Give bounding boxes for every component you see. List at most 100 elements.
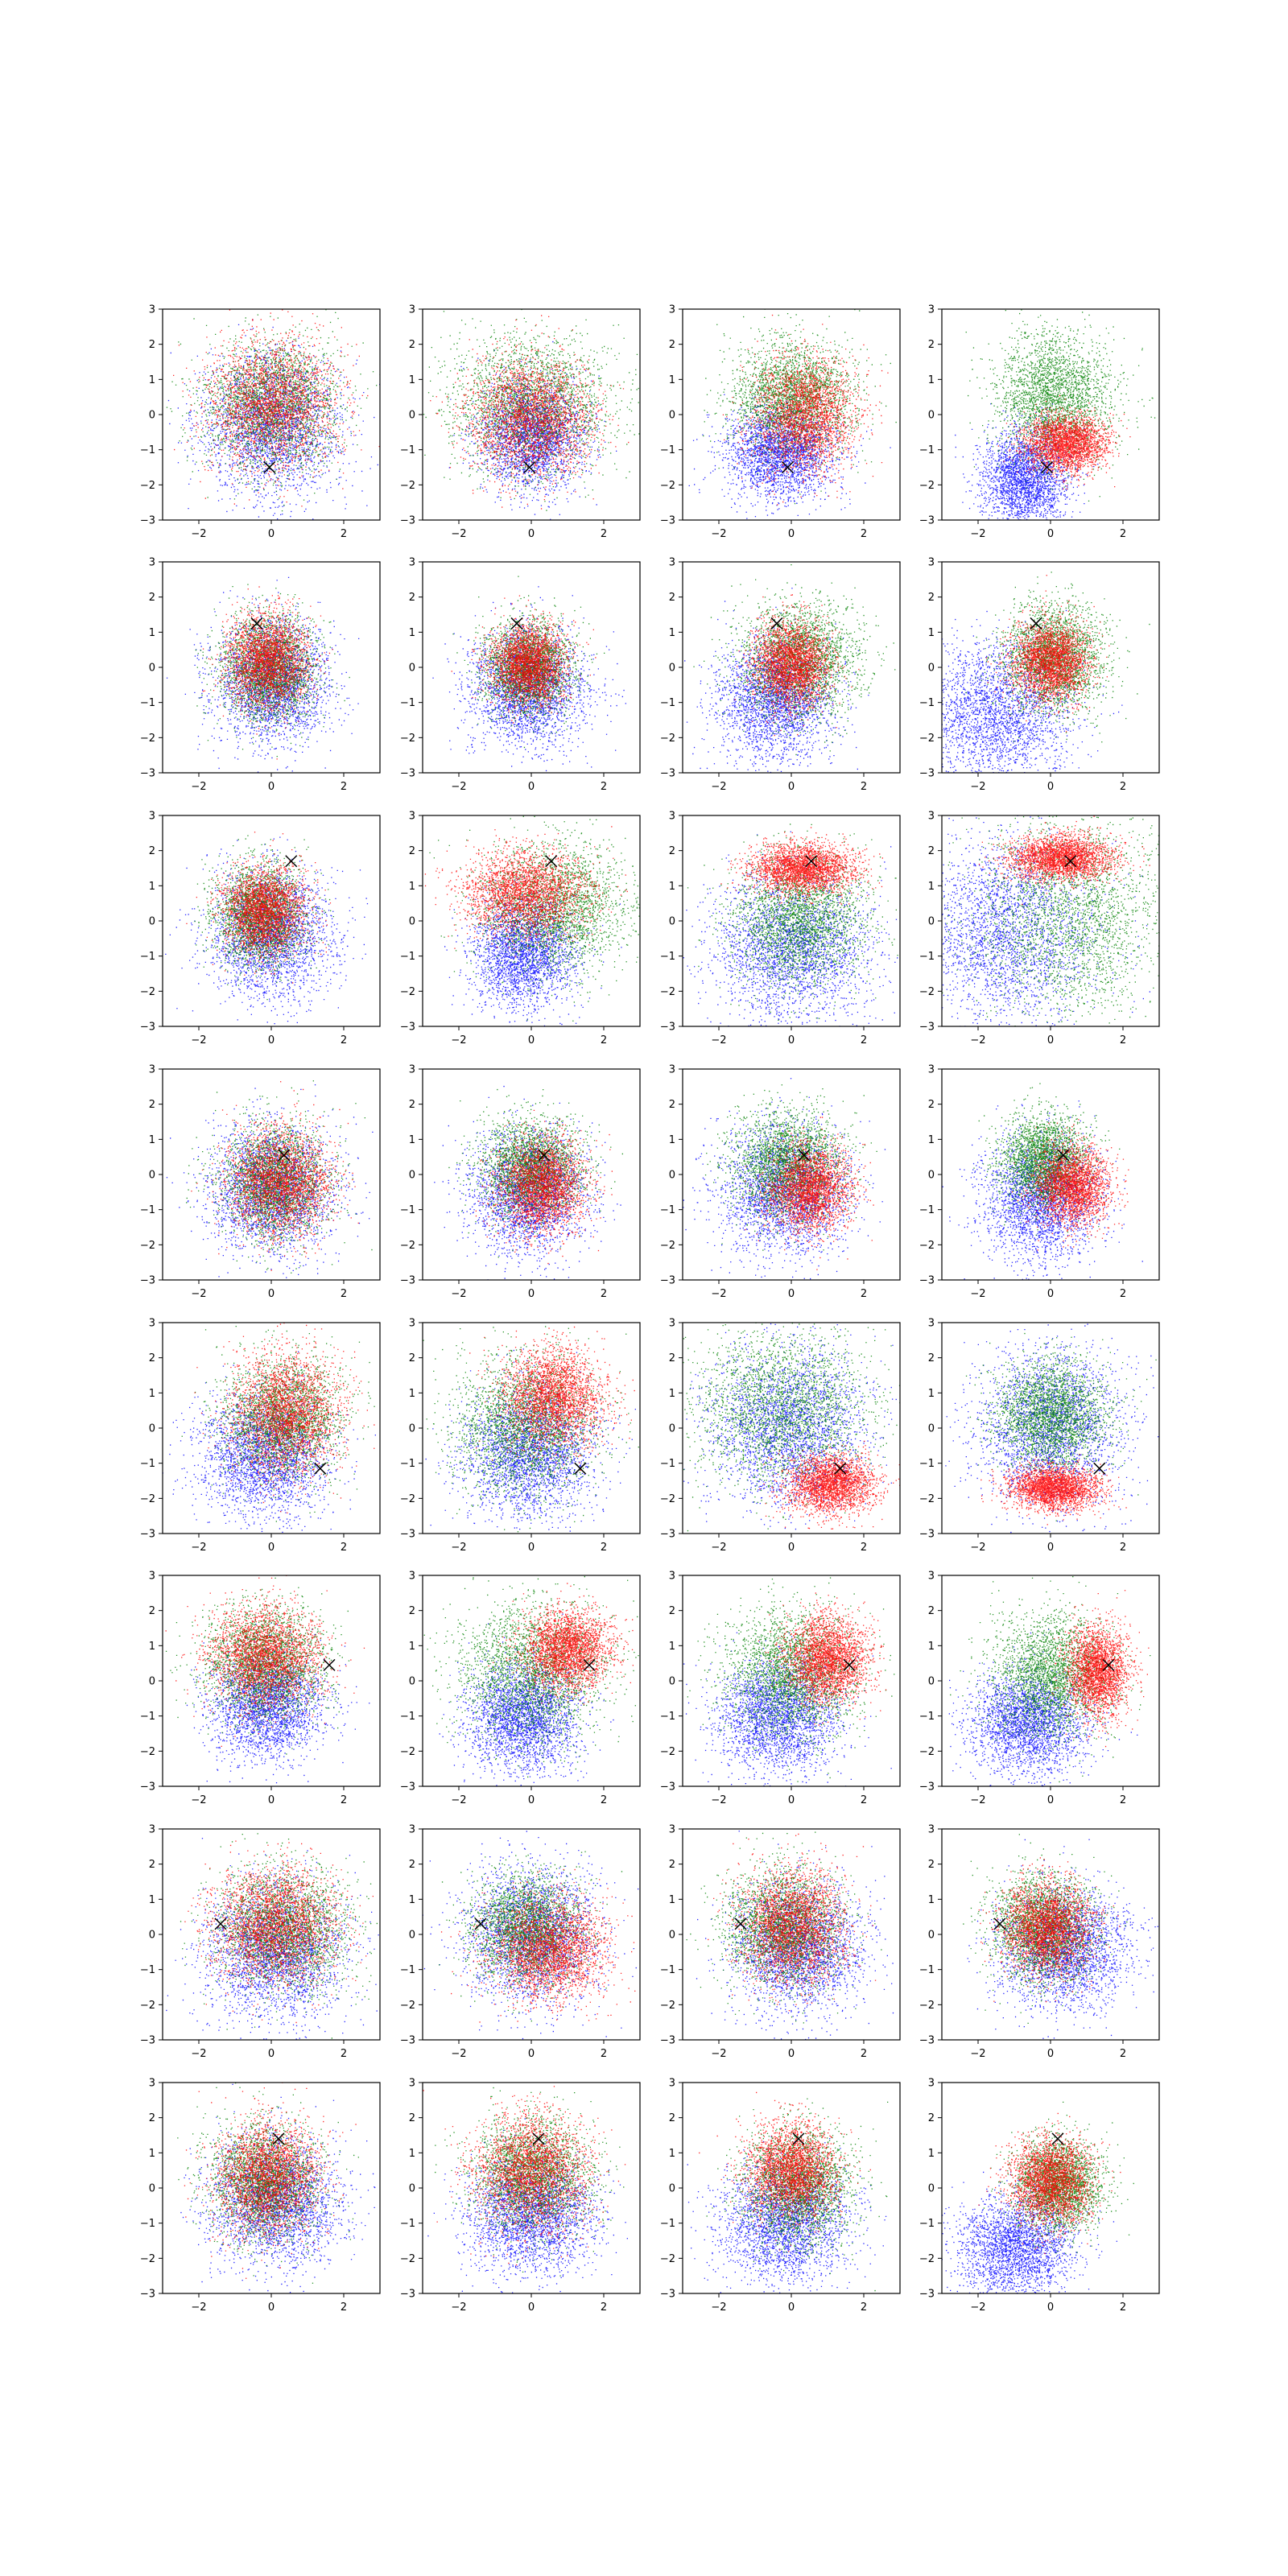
- x-tick-label: 2: [861, 1288, 867, 1300]
- y-tick-label: 3: [409, 2078, 415, 2090]
- y-tick-label: 3: [149, 2078, 155, 2090]
- x-tick-label: 2: [341, 2301, 347, 2314]
- x-tick-label: −2: [970, 1542, 985, 1554]
- y-tick-label: 0: [149, 1676, 155, 1688]
- y-tick-label: 3: [409, 1318, 415, 1330]
- x-tick-label: −2: [970, 528, 985, 540]
- y-tick-label: −1: [919, 1964, 935, 1976]
- y-tick-label: −3: [400, 515, 415, 527]
- y-tick-label: 2: [149, 339, 155, 351]
- y-tick-label: 3: [928, 811, 935, 823]
- y-tick-label: 2: [928, 1352, 935, 1364]
- y-tick-label: 3: [669, 1824, 675, 1836]
- y-tick-label: −1: [660, 1204, 675, 1216]
- x-tick-label: 2: [601, 781, 607, 793]
- y-tick-label: 2: [669, 339, 675, 351]
- x-tick-label: 0: [788, 1542, 795, 1554]
- y-tick-label: 3: [149, 1824, 155, 1836]
- y-tick-label: 0: [409, 410, 415, 422]
- y-tick-label: 2: [928, 1605, 935, 1617]
- y-tick-label: 1: [928, 627, 935, 639]
- y-tick-label: 3: [149, 557, 155, 569]
- y-tick-label: 1: [149, 1894, 155, 1906]
- y-tick-label: 1: [928, 2148, 935, 2160]
- x-tick-label: 0: [268, 528, 275, 540]
- y-tick-label: −1: [919, 951, 935, 963]
- x-tick-label: −2: [451, 1794, 466, 1806]
- x-tick-label: −2: [970, 1794, 985, 1806]
- y-tick-label: −3: [919, 1529, 935, 1541]
- y-tick-label: −1: [140, 1204, 155, 1216]
- x-tick-label: 2: [341, 1542, 347, 1554]
- y-tick-label: −1: [919, 1458, 935, 1470]
- y-tick-label: −1: [660, 444, 675, 456]
- x-tick-label: 2: [861, 1794, 867, 1806]
- y-tick-label: 3: [669, 1318, 675, 1330]
- x-tick-label: 2: [861, 781, 867, 793]
- y-tick-label: −2: [400, 1240, 415, 1252]
- y-tick-label: −2: [660, 1746, 675, 1758]
- y-tick-label: −3: [400, 2289, 415, 2301]
- x-tick-label: 2: [601, 1034, 607, 1046]
- x-tick-label: 0: [1047, 1034, 1054, 1046]
- y-tick-label: 2: [928, 845, 935, 857]
- x-tick-label: −2: [191, 1288, 206, 1300]
- y-tick-label: −1: [140, 951, 155, 963]
- x-tick-label: 2: [1120, 2301, 1126, 2314]
- x-tick-label: 2: [601, 528, 607, 540]
- y-tick-label: −3: [400, 768, 415, 780]
- y-tick-label: 3: [149, 811, 155, 823]
- y-tick-label: −1: [140, 1964, 155, 1976]
- y-tick-label: 0: [409, 916, 415, 928]
- x-tick-label: −2: [451, 528, 466, 540]
- y-tick-label: −2: [400, 1493, 415, 1505]
- y-tick-label: 0: [928, 663, 935, 675]
- y-tick-label: 1: [669, 2148, 675, 2160]
- y-tick-label: 0: [409, 1423, 415, 1435]
- y-tick-label: 0: [669, 663, 675, 675]
- x-tick-label: 2: [601, 1794, 607, 1806]
- x-tick-label: −2: [711, 2048, 726, 2060]
- y-tick-label: 0: [409, 663, 415, 675]
- x-tick-label: −2: [191, 1034, 206, 1046]
- y-tick-label: 0: [669, 1423, 675, 1435]
- x-tick-label: 0: [788, 2301, 795, 2314]
- y-tick-label: −2: [400, 1746, 415, 1758]
- y-tick-label: 2: [928, 2112, 935, 2124]
- y-tick-label: 1: [409, 374, 415, 386]
- y-tick-label: 1: [669, 1134, 675, 1146]
- x-tick-label: 2: [601, 2301, 607, 2314]
- y-tick-label: 1: [149, 881, 155, 893]
- x-tick-label: 2: [601, 1288, 607, 1300]
- y-tick-label: −3: [400, 2035, 415, 2047]
- x-tick-label: −2: [970, 2301, 985, 2314]
- y-tick-label: 1: [149, 1641, 155, 1653]
- y-tick-label: −2: [140, 480, 155, 492]
- y-tick-label: −2: [919, 1240, 935, 1252]
- y-tick-label: 0: [928, 1170, 935, 1182]
- y-tick-label: −1: [140, 697, 155, 709]
- x-tick-label: 0: [268, 781, 275, 793]
- y-tick-label: 2: [149, 2112, 155, 2124]
- y-tick-label: −1: [919, 2218, 935, 2230]
- x-tick-label: −2: [451, 1034, 466, 1046]
- y-tick-label: −2: [919, 733, 935, 745]
- y-tick-label: −1: [400, 1458, 415, 1470]
- y-tick-label: −3: [140, 768, 155, 780]
- y-tick-label: −1: [400, 444, 415, 456]
- x-tick-label: 0: [1047, 1794, 1054, 1806]
- x-tick-label: 0: [1047, 2301, 1054, 2314]
- y-tick-label: −2: [919, 986, 935, 998]
- y-tick-label: 3: [669, 1571, 675, 1583]
- y-tick-label: 0: [669, 410, 675, 422]
- y-tick-label: 0: [669, 1170, 675, 1182]
- x-tick-label: 0: [788, 2048, 795, 2060]
- y-tick-label: 0: [669, 1676, 675, 1688]
- y-tick-label: 2: [149, 845, 155, 857]
- y-tick-label: −1: [660, 2218, 675, 2230]
- y-tick-label: 3: [409, 1571, 415, 1583]
- y-tick-label: 3: [928, 2078, 935, 2090]
- x-tick-label: −2: [191, 1794, 206, 1806]
- y-tick-label: −2: [660, 2000, 675, 2012]
- y-tick-label: 2: [409, 339, 415, 351]
